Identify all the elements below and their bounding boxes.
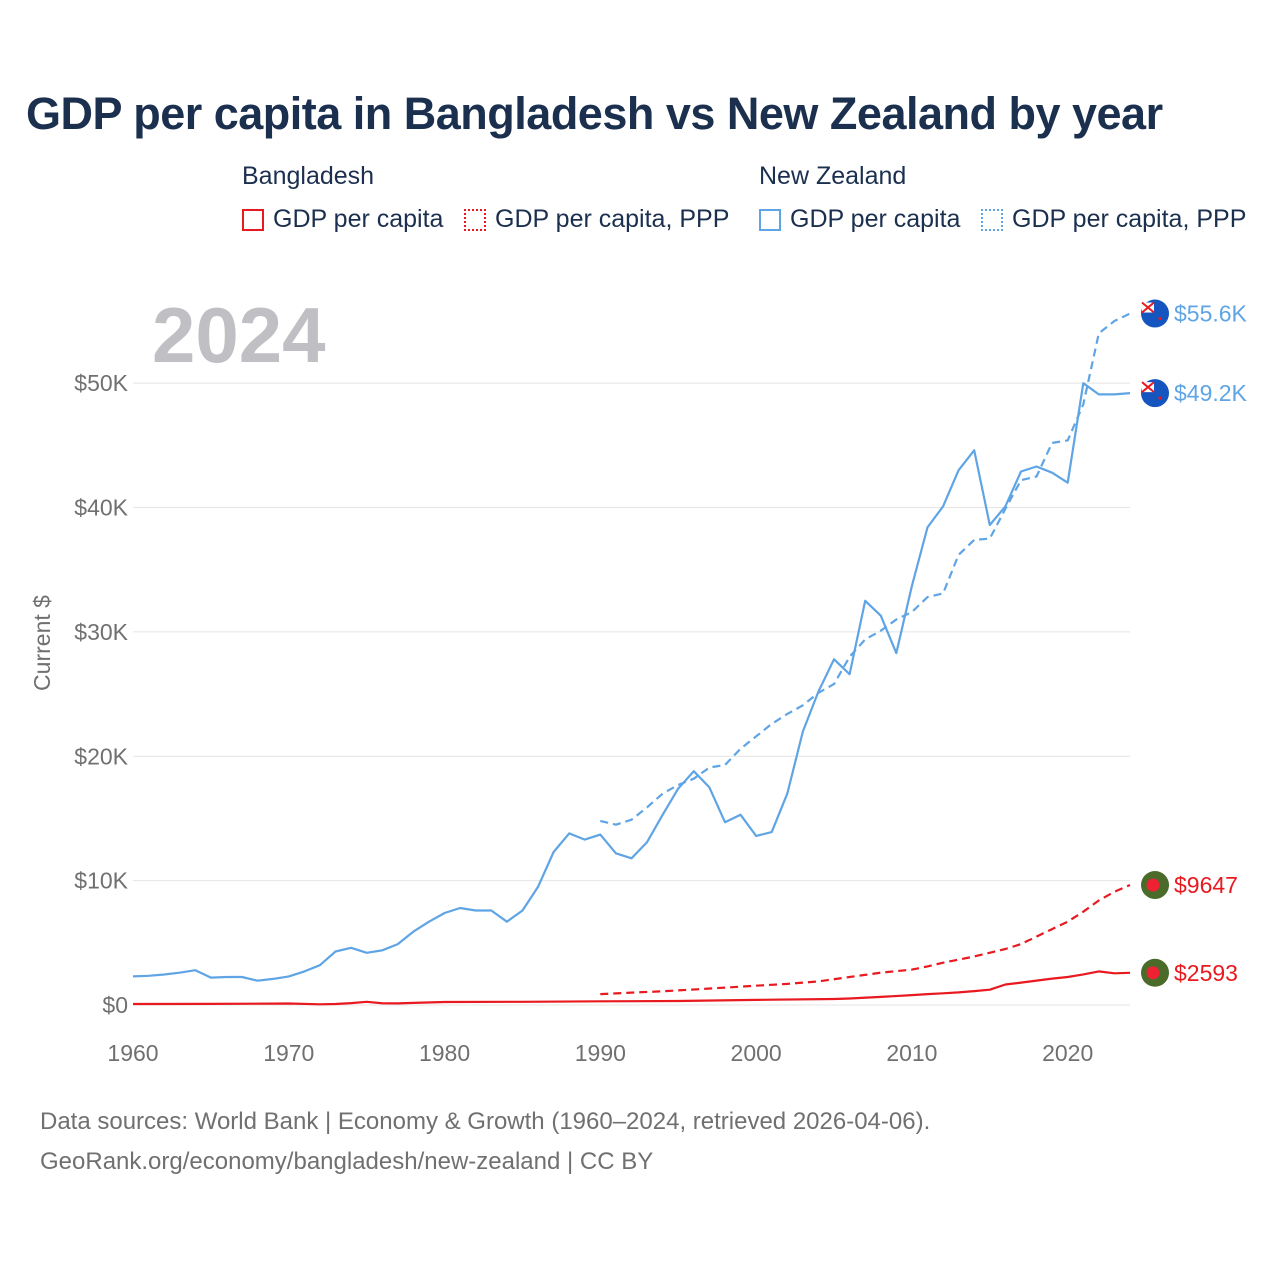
legend-group-new-zealand: New Zealand	[759, 162, 907, 190]
legend-label: GDP per capita	[790, 205, 961, 233]
legend-swatch-solid-blue	[759, 208, 781, 231]
legend-swatch-solid-red	[242, 208, 264, 231]
x-tick-label: 2000	[731, 1040, 782, 1066]
legend-item-bangladesh-ppp[interactable]: GDP per capita, PPP	[464, 205, 729, 234]
legend-item-bangladesh-gdp[interactable]: GDP per capita	[242, 205, 443, 234]
series-line-new_zealand-gdp	[132, 382, 1131, 982]
y-tick-label: $0	[102, 992, 128, 1018]
x-tick-label: 2010	[886, 1040, 937, 1066]
end-value-label: $49.2K	[1174, 380, 1248, 406]
end-value-label: $55.6K	[1174, 301, 1248, 327]
series-line-bangladesh-ppp	[600, 883, 1131, 996]
footer-attribution[interactable]: GeoRank.org/economy/bangladesh/new-zeala…	[40, 1148, 654, 1175]
legend-item-new-zealand-ppp[interactable]: GDP per capita, PPP	[981, 205, 1246, 234]
legend-item-new-zealand-gdp[interactable]: GDP per capita	[759, 205, 960, 234]
y-axis-title: Current $	[29, 595, 55, 691]
flag-star	[1158, 316, 1162, 321]
x-tick-label: 1970	[263, 1040, 314, 1066]
y-tick-label: $40K	[74, 495, 128, 521]
series-line-bangladesh-gdp	[132, 970, 1131, 1006]
legend-label: GDP per capita, PPP	[1012, 205, 1247, 233]
legend-swatch-dotted-blue	[981, 208, 1003, 231]
y-tick-label: $50K	[74, 370, 128, 396]
legend-group-bangladesh: Bangladesh	[242, 162, 375, 190]
x-tick-label: 2020	[1042, 1040, 1093, 1066]
flag-canton-cross	[1141, 301, 1155, 314]
x-tick-label: 1980	[419, 1040, 470, 1066]
x-tick-label: 1990	[575, 1040, 626, 1066]
series-line-new_zealand-ppp	[600, 312, 1131, 826]
year-label: 2024	[152, 291, 326, 379]
legend-swatch-dotted-red	[464, 208, 486, 231]
flag-star	[1158, 396, 1162, 400]
legend-label: GDP per capita, PPP	[495, 205, 730, 233]
legend-label: GDP per capita	[273, 205, 444, 233]
x-tick-label: 1960	[107, 1040, 158, 1066]
flag-disc	[1146, 878, 1160, 892]
y-tick-label: $30K	[74, 619, 128, 645]
flag-canton-cross	[1141, 381, 1155, 393]
end-value-label: $2593	[1174, 960, 1238, 986]
y-tick-label: $10K	[74, 868, 128, 894]
chart-title: GDP per capita in Bangladesh vs New Zeal…	[26, 88, 1163, 139]
end-value-label: $9647	[1174, 872, 1238, 898]
flag-disc	[1146, 966, 1160, 980]
footer-sources: Data sources: World Bank | Economy & Gro…	[40, 1108, 931, 1135]
y-tick-label: $20K	[74, 743, 128, 769]
